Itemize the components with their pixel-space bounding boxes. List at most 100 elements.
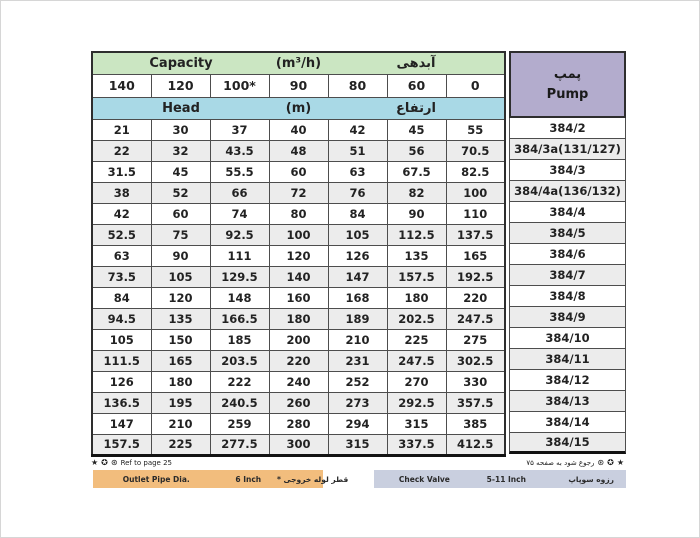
pump-label-fa: پمپ <box>553 67 582 82</box>
pump-column: پمپ Pump 384/2 384/3a(131/127) 384/3 384/4a… <box>509 51 626 457</box>
pump-model-cell: 384/11 <box>509 349 626 370</box>
head-value-cell: 105 <box>91 328 152 351</box>
head-value-cell: 72 <box>268 181 329 204</box>
pump-model-cell: 384/9 <box>509 307 626 328</box>
head-value-cell: 30 <box>150 118 211 141</box>
head-value-cell: 82.5 <box>445 160 506 183</box>
circled-star-icon: ✪ <box>607 458 614 467</box>
outlet-pipe-value: 6 Inch <box>235 474 262 484</box>
head-value-cell: 31.5 <box>91 160 152 183</box>
head-value-cell: 330 <box>445 370 506 393</box>
head-unit-label: (m) <box>269 96 328 120</box>
head-value-cell: 126 <box>327 244 388 267</box>
outlet-pipe-label-en: Outlet Pipe Dia. <box>122 474 190 484</box>
head-value-cell: 203.5 <box>209 349 270 372</box>
head-value-cell: 55.5 <box>209 160 270 183</box>
head-value-cell: 157.5 <box>91 433 152 456</box>
main-table-body: Capacity (m³/h) آبدهی 140 120 100* 90 80 60 0 … <box>91 51 506 456</box>
head-value-cell: 220 <box>268 349 329 372</box>
head-value-cell: 140 <box>268 265 329 288</box>
circled-asterisk-icon: ⊛ <box>597 458 605 467</box>
head-value-cell: 280 <box>268 412 329 435</box>
head-value-cell: 112.5 <box>386 223 447 246</box>
pump-model-cell: 384/10 <box>509 328 626 349</box>
head-value-cell: 90 <box>386 202 447 225</box>
head-value-cell: 32 <box>150 139 211 162</box>
capacity-head-table: Capacity (m³/h) آبدهی 140 120 100* 90 80 60 0 … <box>91 51 506 457</box>
head-value-cell: 150 <box>150 328 211 351</box>
head-value-cell: 200 <box>268 328 329 351</box>
head-value-cell: 55 <box>445 118 506 141</box>
pump-capacity-table: Capacity (m³/h) آبدهی 140 120 100* 90 80 60 0 … <box>91 51 626 457</box>
head-value-cell: 247.5 <box>386 349 447 372</box>
head-value-cell: 63 <box>327 160 388 183</box>
star-icon: ★ <box>91 458 99 467</box>
head-value-cell: 240.5 <box>209 391 270 414</box>
head-value-cell: 231 <box>327 349 388 372</box>
head-value-cell: 38 <box>91 181 152 204</box>
table-row: 21 30 37 40 42 45 55 <box>91 118 506 141</box>
head-value-cell: 240 <box>268 370 329 393</box>
head-label-fa: ارتفاع <box>328 96 505 120</box>
flow-column-header: 100* <box>209 73 270 98</box>
head-value-cell: 60 <box>150 202 211 225</box>
head-value-cell: 195 <box>150 391 211 414</box>
head-value-cell: 385 <box>445 412 506 435</box>
pump-model-cell: 384/4a(136/132) <box>509 181 626 202</box>
table-row: 147 210 259 280 294 315 385 <box>91 412 506 435</box>
check-valve-label-fa: رزوه سوپاپ <box>568 474 614 484</box>
flow-column-header: 0 <box>445 73 506 98</box>
check-valve-value: 5-11 Inch <box>486 474 526 484</box>
footnote-right-text: رجوع شود به صفحه ۷۵ <box>526 459 595 467</box>
flow-column-header: 120 <box>150 73 211 98</box>
head-value-cell: 76 <box>327 181 388 204</box>
head-value-cell: 126 <box>91 370 152 393</box>
head-value-cell: 52 <box>150 181 211 204</box>
table-row: 22 32 43.5 48 51 56 70.5 <box>91 139 506 162</box>
head-value-cell: 94.5 <box>91 307 152 330</box>
head-value-cell: 222 <box>209 370 270 393</box>
head-value-cell: 111 <box>209 244 270 267</box>
head-value-cell: 185 <box>209 328 270 351</box>
head-value-cell: 63 <box>91 244 152 267</box>
head-value-cell: 92.5 <box>209 223 270 246</box>
head-value-cell: 37 <box>209 118 270 141</box>
capacity-label-en: Capacity <box>92 51 269 75</box>
head-value-cell: 56 <box>386 139 447 162</box>
head-value-cell: 135 <box>386 244 447 267</box>
head-value-cell: 189 <box>327 307 388 330</box>
footnote-right: رجوع شود به صفحه ۷۵ ⊛ ✪ ★ <box>526 458 624 468</box>
table-row: 31.5 45 55.5 60 63 67.5 82.5 <box>91 160 506 183</box>
pump-model-cell: 384/12 <box>509 370 626 391</box>
head-value-cell: 210 <box>150 412 211 435</box>
flow-values-row: 140 120 100* 90 80 60 0 <box>91 73 506 98</box>
table-row: 105 150 185 200 210 225 275 <box>91 328 506 351</box>
pump-model-cell: 384/3a(131/127) <box>509 139 626 160</box>
head-value-cell: 80 <box>268 202 329 225</box>
pump-rows: 384/2 384/3a(131/127) 384/3 384/4a(136/132)… <box>509 118 626 454</box>
head-value-cell: 147 <box>91 412 152 435</box>
head-value-cell: 157.5 <box>386 265 447 288</box>
flow-column-header: 80 <box>327 73 388 98</box>
head-value-cell: 300 <box>268 433 329 456</box>
head-value-cell: 137.5 <box>445 223 506 246</box>
head-value-cell: 270 <box>386 370 447 393</box>
pump-model-cell: 384/6 <box>509 244 626 265</box>
table-row: 73.5 105 129.5 140 147 157.5 192.5 <box>91 265 506 288</box>
head-value-cell: 180 <box>150 370 211 393</box>
head-value-cell: 220 <box>445 286 506 309</box>
head-value-cell: 165 <box>150 349 211 372</box>
head-value-cell: 147 <box>327 265 388 288</box>
head-value-cell: 148 <box>209 286 270 309</box>
footnote-left-text: Ref to page 25 <box>120 459 172 467</box>
pump-model-cell: 384/5 <box>509 223 626 244</box>
flow-column-header: 60 <box>386 73 447 98</box>
table-row: 126 180 222 240 252 270 330 <box>91 370 506 393</box>
head-value-cell: 129.5 <box>209 265 270 288</box>
pump-model-cell: 384/13 <box>509 391 626 412</box>
capacity-unit-label: (m³/h) <box>269 51 328 75</box>
head-value-cell: 259 <box>209 412 270 435</box>
head-value-cell: 60 <box>268 160 329 183</box>
footnote-left: ★ ✪ ⊛ Ref to page 25 <box>91 458 172 468</box>
head-value-cell: 412.5 <box>445 433 506 456</box>
